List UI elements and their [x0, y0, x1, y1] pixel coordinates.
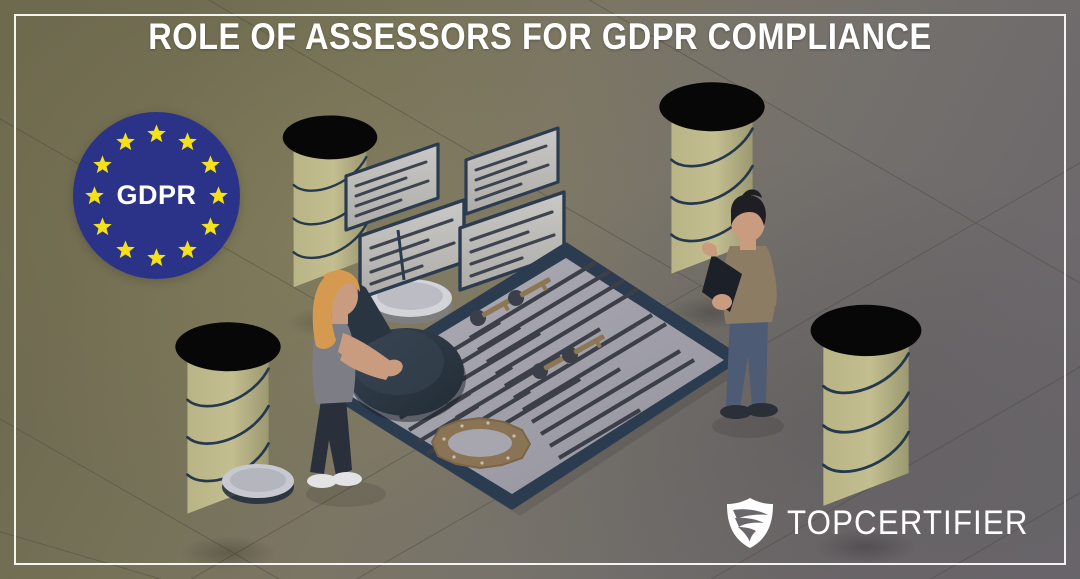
gdpr-star	[147, 248, 166, 267]
gdpr-star	[147, 124, 166, 143]
floating-panel-2	[464, 126, 560, 216]
gdpr-star	[200, 217, 220, 236]
gdpr-star	[209, 186, 228, 205]
key-icons	[470, 277, 605, 379]
gdpr-star	[116, 240, 135, 258]
document-seal	[430, 416, 532, 470]
disc-plate-left	[222, 464, 294, 504]
logo-wordmark: TOPCERTIFIER	[787, 503, 1029, 542]
gdpr-star	[178, 132, 197, 151]
gdpr-label: GDPR	[116, 180, 197, 210]
panel-stands	[396, 229, 406, 281]
topcertifier-logo[interactable]: TOPCERTIFIER	[725, 497, 1050, 549]
document-certificate	[326, 242, 746, 516]
gdpr-star	[116, 132, 135, 151]
floating-panel-4	[458, 190, 566, 292]
server-stack-bottom-left	[174, 320, 282, 572]
gdpr-star	[200, 155, 220, 174]
gdpr-emblem: GDPR	[73, 112, 240, 279]
gdpr-star	[93, 217, 113, 236]
page-title: ROLE OF ASSESSORS FOR GDPR COMPLIANCE	[148, 16, 932, 57]
shield-swoosh-icon	[727, 498, 774, 548]
floating-panel-1	[344, 142, 440, 232]
gdpr-star	[93, 155, 113, 174]
gdpr-star	[178, 240, 197, 258]
assessor-man	[702, 189, 784, 438]
gdpr-star	[85, 186, 104, 205]
assessor-woman	[306, 269, 403, 507]
